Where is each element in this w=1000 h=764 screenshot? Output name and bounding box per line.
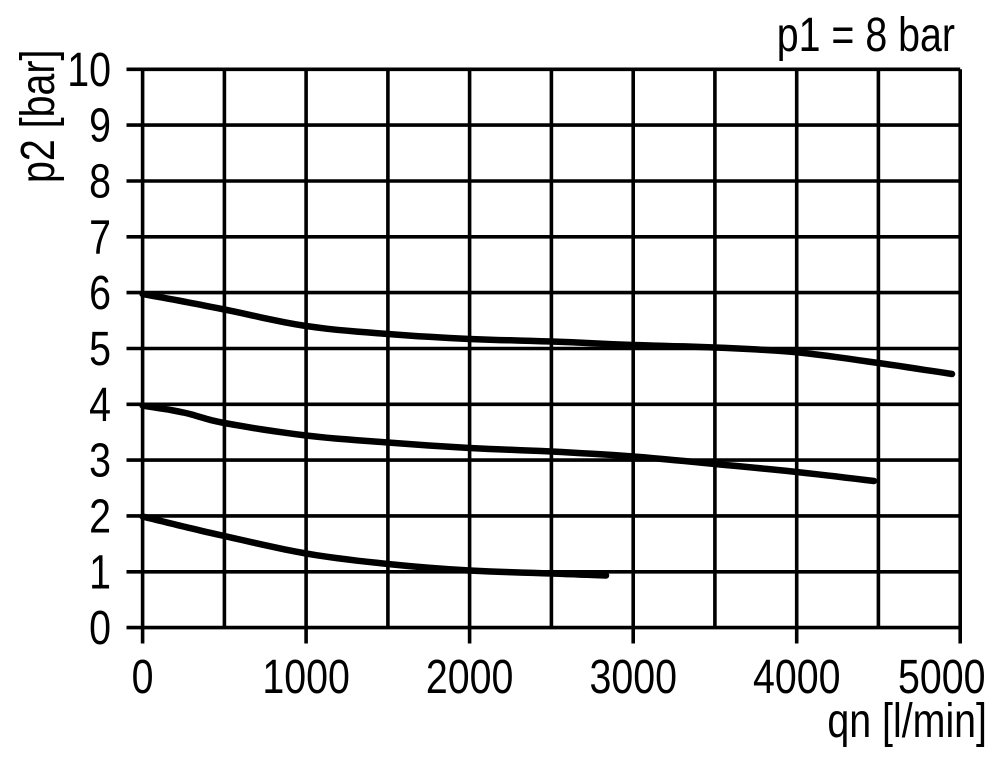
svg-text:5000: 5000 <box>898 651 986 705</box>
svg-text:7: 7 <box>89 211 111 265</box>
svg-text:1: 1 <box>89 546 111 600</box>
svg-text:p1 = 8 bar: p1 = 8 bar <box>777 8 955 62</box>
svg-text:qn [l/min]: qn [l/min] <box>827 694 987 748</box>
svg-text:1000: 1000 <box>262 651 350 705</box>
svg-text:6: 6 <box>89 266 111 320</box>
svg-text:9: 9 <box>89 99 111 153</box>
svg-text:4: 4 <box>89 378 111 432</box>
svg-text:0: 0 <box>89 601 111 655</box>
svg-text:3: 3 <box>89 434 111 488</box>
svg-text:4000: 4000 <box>753 651 841 705</box>
svg-text:10: 10 <box>67 43 111 97</box>
svg-text:p2 [bar]: p2 [bar] <box>11 50 65 183</box>
svg-text:5: 5 <box>89 322 111 376</box>
svg-text:2000: 2000 <box>426 651 514 705</box>
svg-text:0: 0 <box>132 651 154 705</box>
svg-text:3000: 3000 <box>589 651 677 705</box>
svg-text:8: 8 <box>89 155 111 209</box>
svg-text:2: 2 <box>89 490 111 544</box>
